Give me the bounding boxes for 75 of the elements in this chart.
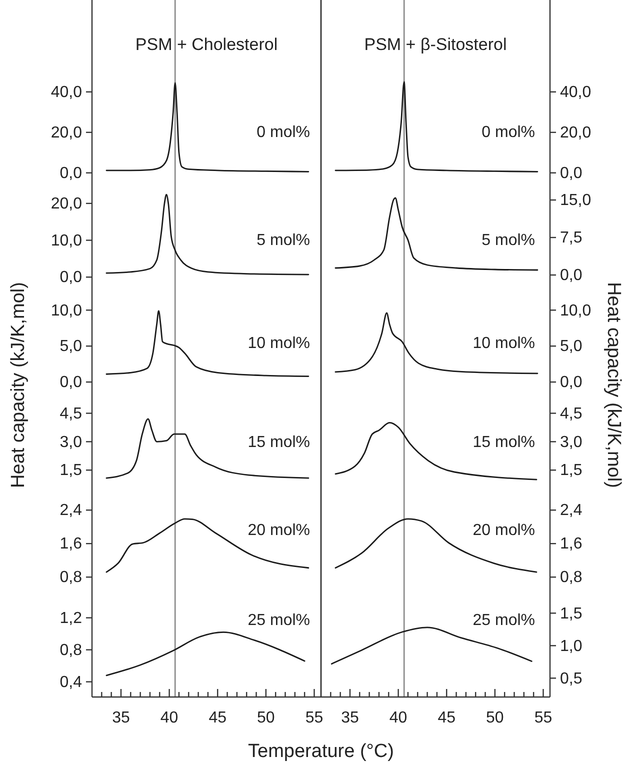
line-series — [106, 194, 310, 276]
y-tick-label: 1,2 — [60, 610, 82, 627]
y-tick-label: 20,0 — [560, 124, 592, 142]
y-tick-label: 0,0 — [60, 374, 82, 392]
y-tick-label: 1,0 — [560, 638, 582, 655]
x-tick-label: 55 — [534, 709, 552, 726]
y-tick-label: 10,0 — [50, 302, 82, 320]
x-tick-label: 50 — [486, 709, 504, 726]
x-tick-label: 40 — [160, 709, 178, 726]
y-tick-label: 10,0 — [50, 232, 82, 250]
y-tick-label: 2,4 — [560, 502, 582, 520]
y-tick-label: 3,0 — [60, 434, 82, 451]
annotation: 0 mol% — [256, 124, 310, 141]
y-tick-label: 0,8 — [60, 569, 82, 586]
y-tick-label: 1,6 — [60, 536, 82, 553]
x-axis-title: Temperature (°C) — [248, 741, 394, 762]
y-tick-label: 15,0 — [560, 192, 592, 210]
annotation: 20 mol% — [472, 522, 535, 539]
x-tick-label: 55 — [305, 709, 324, 726]
y-tick-label: 40,0 — [560, 84, 592, 102]
y-axis-title: Heat capacity (kJ/K,mol) — [8, 282, 29, 488]
y-tick-label: 0,0 — [60, 269, 82, 286]
line-series — [334, 518, 538, 573]
annotation: 10 mol% — [472, 335, 535, 352]
x-tick-label: 40 — [389, 709, 408, 726]
annotation: 25 mol% — [248, 612, 310, 629]
line-series — [106, 418, 310, 479]
annotation: 0 mol% — [482, 124, 535, 141]
y-tick-label: 10,0 — [560, 302, 592, 320]
line-series — [334, 422, 538, 480]
y-tick-label: 1,5 — [560, 462, 582, 480]
line-series — [334, 81, 538, 172]
line-series — [106, 518, 310, 573]
text: PSM + Cholesterol — [135, 35, 278, 54]
y-tick-label: 0,0 — [560, 374, 582, 392]
line-series — [334, 312, 538, 374]
line-series — [106, 310, 310, 377]
y-tick-label: 5,0 — [560, 338, 582, 356]
y-tick-label: 0,0 — [560, 267, 582, 284]
y-tick-label: 2,4 — [60, 502, 82, 520]
y-tick-label: 20,0 — [50, 124, 82, 142]
y-tick-label: 4,5 — [60, 405, 82, 422]
annotation: 20 mol% — [248, 522, 310, 539]
annotation: 25 mol% — [472, 612, 535, 629]
annotation: 15 mol% — [472, 434, 535, 451]
y-tick-label: 5,0 — [60, 338, 82, 356]
line-series — [106, 82, 310, 172]
y-axis-title: Heat capacity (kJ/K,mol) — [603, 282, 624, 488]
y-tick-label: 1,5 — [60, 462, 82, 480]
y-tick-label: 0,8 — [560, 569, 582, 586]
x-tick-label: 45 — [438, 709, 456, 726]
x-tick-label: 35 — [341, 709, 359, 726]
y-tick-label: 0,0 — [560, 164, 582, 182]
line-series — [330, 626, 532, 665]
annotation: 5 mol% — [256, 232, 310, 249]
y-tick-label: 20,0 — [50, 196, 82, 213]
y-tick-label: 0,4 — [60, 674, 82, 691]
annotation: 5 mol% — [482, 232, 535, 249]
y-tick-label: 3,0 — [560, 434, 582, 451]
y-tick-label: 0,8 — [60, 642, 82, 659]
x-tick-label: 35 — [112, 709, 130, 726]
y-tick-label: 0,5 — [560, 670, 582, 688]
line-series — [106, 632, 306, 676]
line-series — [334, 197, 538, 271]
text: PSM + β-Sitosterol — [364, 35, 507, 54]
x-tick-label: 50 — [257, 709, 275, 726]
y-tick-label: 4,5 — [560, 405, 582, 422]
y-tick-label: 1,5 — [560, 605, 582, 622]
y-tick-label: 40,0 — [50, 84, 82, 102]
y-tick-label: 1,6 — [560, 536, 582, 553]
y-tick-label: 0,0 — [60, 164, 82, 182]
y-tick-label: 7,5 — [560, 230, 582, 247]
annotation: 10 mol% — [248, 335, 310, 352]
annotation: 15 mol% — [248, 434, 310, 451]
x-tick-label: 45 — [208, 709, 227, 726]
